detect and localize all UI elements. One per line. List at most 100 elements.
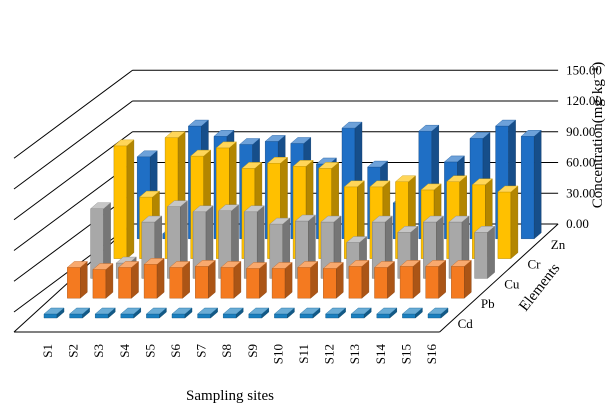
bar-top: [443, 155, 465, 163]
bar-pb-s16: [451, 266, 465, 299]
bar-side: [310, 261, 318, 299]
bar-top: [294, 214, 316, 222]
bar-top: [469, 132, 491, 139]
x-axis-title: Sampling sites: [186, 388, 274, 404]
series-label-pb: Pb: [481, 296, 495, 311]
category-label: S3: [91, 344, 106, 358]
bar-top: [297, 261, 319, 268]
bar-top: [425, 260, 447, 267]
bar-cd-s12: [325, 313, 339, 319]
category-label: S4: [117, 344, 132, 358]
bar-top: [166, 200, 188, 207]
bar-top: [120, 307, 142, 315]
bar-top: [348, 260, 370, 267]
y-tick-label: 120.00: [566, 93, 602, 108]
bar-pb-s4: [143, 264, 158, 299]
bar-top: [325, 307, 347, 315]
bar-cd-s2: [69, 313, 83, 319]
bar-cd-s15: [402, 313, 416, 319]
bar-cd-s1: [43, 313, 58, 319]
bar-top: [66, 261, 88, 268]
bar-pb-s3: [118, 267, 132, 299]
y-tick-label: 90.00: [566, 124, 595, 139]
bar-top: [367, 160, 389, 168]
bar-top: [269, 217, 291, 225]
bar-side: [208, 259, 216, 299]
series-label-cu: Cu: [504, 276, 520, 291]
bar-cd-s5: [146, 313, 160, 319]
bar-side: [361, 259, 370, 299]
series-label-cr: Cr: [528, 257, 542, 272]
side-wall-line: [13, 162, 133, 251]
bar-top: [90, 202, 112, 209]
bar-top: [245, 262, 268, 269]
bar-top: [169, 261, 191, 268]
bar-cd-s13: [351, 313, 365, 319]
category-label: S11: [296, 344, 311, 364]
bar-cd-s16: [427, 313, 442, 319]
category-label: S5: [142, 344, 157, 358]
bar-top: [187, 119, 209, 127]
bar-pb-s7: [220, 267, 235, 299]
bar-side: [487, 225, 495, 279]
category-label: S8: [219, 344, 234, 358]
bar-top: [243, 205, 265, 212]
bar-top: [218, 204, 240, 211]
bar-pb-s10: [297, 267, 311, 299]
bar-top: [194, 260, 216, 267]
bar-top: [141, 215, 163, 223]
bar-top: [448, 215, 470, 223]
bar-cr-s1: [113, 145, 128, 259]
bar-cd-s14: [376, 313, 390, 319]
category-label: S10: [270, 344, 285, 364]
bar-top: [318, 162, 340, 169]
bar-top: [248, 307, 270, 315]
bar-top: [346, 236, 368, 243]
bar-top: [369, 180, 391, 188]
bar-cd-s4: [120, 313, 135, 319]
bar-top: [401, 307, 423, 315]
bar-cd-s9: [248, 313, 262, 319]
bar-top: [320, 215, 342, 223]
bar-top: [290, 137, 312, 144]
bar-cd-s7: [197, 313, 211, 319]
bar-top: [376, 307, 398, 315]
bar-side: [80, 261, 88, 299]
category-label: S14: [373, 344, 388, 365]
bar-pb-s6: [195, 266, 209, 299]
bar-top: [222, 307, 244, 315]
category-label: S7: [194, 344, 209, 358]
bar-top: [271, 262, 293, 269]
bar-side: [156, 257, 165, 299]
bar-cu-s16: [474, 232, 488, 279]
bar-top: [394, 175, 417, 182]
bar-pb-s5: [169, 267, 183, 299]
y-tick-label: 60.00: [566, 155, 595, 170]
bar-side: [126, 139, 135, 260]
bar-top: [94, 307, 116, 315]
bar-top: [371, 215, 393, 223]
category-label: S9: [245, 344, 260, 358]
bar-side: [510, 185, 519, 260]
bar-side: [182, 261, 190, 299]
bar-top: [343, 180, 365, 188]
floor-edge: [439, 223, 559, 333]
bar-pb-s9: [271, 268, 286, 299]
category-label: S12: [322, 344, 337, 364]
bar-pb-s12: [348, 266, 363, 299]
category-label: S2: [66, 344, 81, 358]
bar-top: [266, 157, 289, 164]
bar-top: [450, 260, 472, 267]
bar-top: [497, 185, 519, 193]
y-tick-label: 0.00: [566, 216, 589, 231]
bar-top: [192, 205, 214, 212]
bar-top: [341, 121, 363, 129]
bar-cr-s16: [497, 191, 512, 259]
bar-side: [438, 259, 446, 299]
bar-zn-s16: [521, 136, 535, 240]
series-label-cd: Cd: [458, 316, 474, 331]
bar-top: [145, 307, 167, 315]
bar-top: [399, 260, 421, 267]
y-tick-label: 150.00: [566, 62, 602, 77]
bar-top: [422, 215, 444, 223]
